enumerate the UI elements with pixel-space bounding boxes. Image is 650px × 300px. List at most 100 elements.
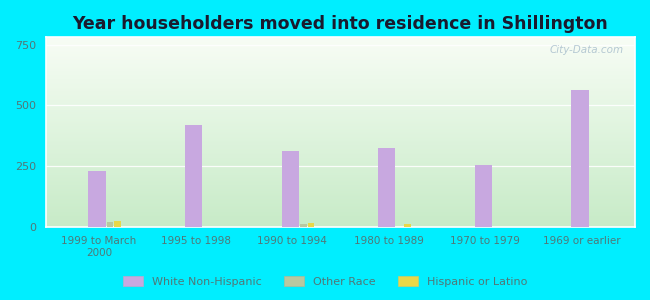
Bar <box>46 125 635 126</box>
Bar <box>46 93 635 94</box>
Bar <box>46 214 635 215</box>
Bar <box>46 119 635 120</box>
Bar <box>46 44 635 45</box>
Bar <box>46 147 635 148</box>
Bar <box>46 105 635 106</box>
Bar <box>46 157 635 158</box>
Bar <box>46 150 635 151</box>
Legend: White Non-Hispanic, Other Race, Hispanic or Latino: White Non-Hispanic, Other Race, Hispanic… <box>118 272 532 291</box>
Bar <box>46 190 635 191</box>
Bar <box>46 98 635 99</box>
Bar <box>46 120 635 121</box>
Bar <box>46 61 635 62</box>
Bar <box>46 196 635 197</box>
Bar <box>46 173 635 174</box>
Bar <box>46 191 635 192</box>
Bar <box>46 136 635 137</box>
Bar <box>46 85 635 87</box>
Bar <box>46 97 635 98</box>
Bar <box>46 88 635 89</box>
Bar <box>46 175 635 176</box>
Bar <box>107 222 114 227</box>
Bar <box>46 99 635 100</box>
Bar <box>404 224 411 227</box>
Bar <box>46 163 635 164</box>
Bar <box>46 149 635 150</box>
Bar <box>46 143 635 144</box>
Bar <box>46 89 635 90</box>
Bar <box>46 224 635 225</box>
Bar <box>46 118 635 119</box>
Bar <box>46 217 635 218</box>
Bar <box>46 169 635 170</box>
Bar <box>46 65 635 66</box>
Bar <box>46 103 635 105</box>
Bar <box>281 152 299 227</box>
Bar <box>46 197 635 198</box>
Bar <box>46 211 635 212</box>
Bar <box>46 183 635 184</box>
Bar <box>46 132 635 133</box>
Bar <box>46 84 635 85</box>
Bar <box>46 223 635 224</box>
Bar <box>46 174 635 175</box>
Bar <box>46 161 635 162</box>
Bar <box>46 146 635 147</box>
Text: City-Data.com: City-Data.com <box>549 45 623 55</box>
Bar <box>46 138 635 139</box>
Bar <box>46 59 635 60</box>
Bar <box>46 81 635 82</box>
Bar <box>46 124 635 125</box>
Bar <box>46 53 635 54</box>
Bar <box>46 107 635 108</box>
Bar <box>46 171 635 172</box>
Bar <box>46 131 635 132</box>
Bar <box>46 221 635 222</box>
Bar <box>300 224 307 227</box>
Bar <box>46 154 635 155</box>
Bar <box>46 113 635 114</box>
Bar <box>46 162 635 163</box>
Bar <box>46 38 635 39</box>
Bar <box>46 114 635 115</box>
Bar <box>46 164 635 165</box>
Bar <box>46 40 635 41</box>
Bar <box>46 198 635 199</box>
Bar <box>46 160 635 161</box>
Bar <box>46 100 635 101</box>
Bar <box>46 160 635 161</box>
Bar <box>474 165 492 227</box>
Bar <box>46 79 635 80</box>
Bar <box>46 220 635 221</box>
Bar <box>46 82 635 83</box>
Bar <box>46 209 635 210</box>
Bar <box>46 91 635 92</box>
Bar <box>46 74 635 75</box>
Title: Year householders moved into residence in Shillington: Year householders moved into residence i… <box>73 15 608 33</box>
Bar <box>46 216 635 217</box>
Bar <box>46 226 635 227</box>
Bar <box>46 56 635 57</box>
Bar <box>46 47 635 48</box>
Bar <box>46 185 635 186</box>
Bar <box>46 201 635 202</box>
Bar <box>46 207 635 208</box>
Bar <box>46 46 635 47</box>
Bar <box>185 125 202 227</box>
Bar <box>46 63 635 64</box>
Bar <box>46 194 635 195</box>
Bar <box>46 199 635 200</box>
Bar <box>46 172 635 173</box>
Bar <box>46 180 635 181</box>
Bar <box>46 48 635 49</box>
Bar <box>378 148 395 227</box>
Bar <box>46 135 635 136</box>
Bar <box>46 78 635 79</box>
Bar <box>46 72 635 73</box>
Bar <box>46 219 635 220</box>
Bar <box>46 45 635 46</box>
Bar <box>46 168 635 169</box>
Bar <box>46 179 635 180</box>
Bar <box>46 202 635 203</box>
Bar <box>46 94 635 95</box>
